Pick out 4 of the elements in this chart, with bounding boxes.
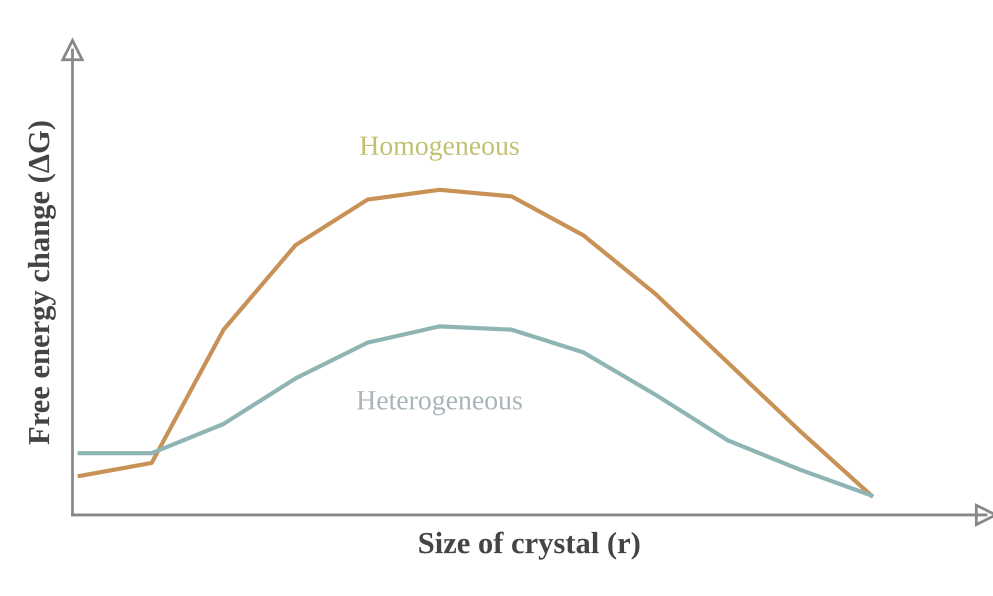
series-label: Homogeneous [360,136,519,161]
x-axis-title: Size of crystal (r) [419,532,640,560]
y-axis-title: Free energy change (ΔG) [28,121,56,444]
series-label: Heterogeneous [356,391,522,416]
